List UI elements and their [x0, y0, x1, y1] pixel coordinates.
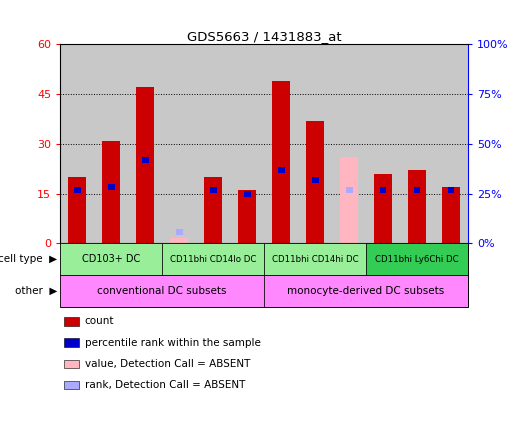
Bar — [306, 121, 324, 243]
Text: monocyte-derived DC subsets: monocyte-derived DC subsets — [288, 286, 445, 296]
Text: CD11bhi CD14hi DC: CD11bhi CD14hi DC — [272, 255, 358, 264]
Bar — [162, 243, 264, 275]
Bar — [204, 177, 222, 243]
Bar — [366, 243, 468, 275]
Bar — [170, 238, 188, 243]
Bar — [448, 187, 454, 193]
Bar — [244, 190, 251, 197]
Bar — [442, 187, 460, 243]
Bar — [264, 243, 366, 275]
Bar — [408, 170, 426, 243]
Bar — [414, 187, 420, 193]
Text: CD103+ DC: CD103+ DC — [82, 254, 140, 264]
Bar — [64, 381, 78, 389]
Text: CD11bhi Ly6Chi DC: CD11bhi Ly6Chi DC — [376, 255, 459, 264]
Bar — [238, 190, 256, 243]
Text: count: count — [85, 316, 114, 327]
Bar — [264, 275, 468, 307]
Bar — [64, 317, 78, 326]
Text: rank, Detection Call = ABSENT: rank, Detection Call = ABSENT — [85, 380, 245, 390]
Bar — [374, 174, 392, 243]
Text: percentile rank within the sample: percentile rank within the sample — [85, 338, 260, 348]
Bar — [68, 177, 86, 243]
Text: cell type  ▶: cell type ▶ — [0, 254, 58, 264]
Bar — [64, 360, 78, 368]
Bar — [346, 187, 353, 193]
Bar — [312, 177, 319, 183]
Bar — [142, 157, 149, 163]
Bar — [340, 157, 358, 243]
Bar — [272, 81, 290, 243]
Bar — [176, 229, 183, 235]
Bar — [278, 168, 285, 173]
Bar — [74, 187, 81, 193]
Title: GDS5663 / 1431883_at: GDS5663 / 1431883_at — [187, 30, 342, 43]
Bar — [64, 338, 78, 347]
Bar — [136, 88, 154, 243]
Text: value, Detection Call = ABSENT: value, Detection Call = ABSENT — [85, 359, 250, 369]
Bar — [60, 275, 264, 307]
Bar — [108, 184, 115, 190]
Bar — [210, 187, 217, 193]
Text: CD11bhi CD14lo DC: CD11bhi CD14lo DC — [170, 255, 256, 264]
Text: other  ▶: other ▶ — [15, 286, 58, 296]
Bar — [380, 187, 386, 193]
Bar — [60, 243, 162, 275]
Text: conventional DC subsets: conventional DC subsets — [97, 286, 227, 296]
Bar — [102, 140, 120, 243]
